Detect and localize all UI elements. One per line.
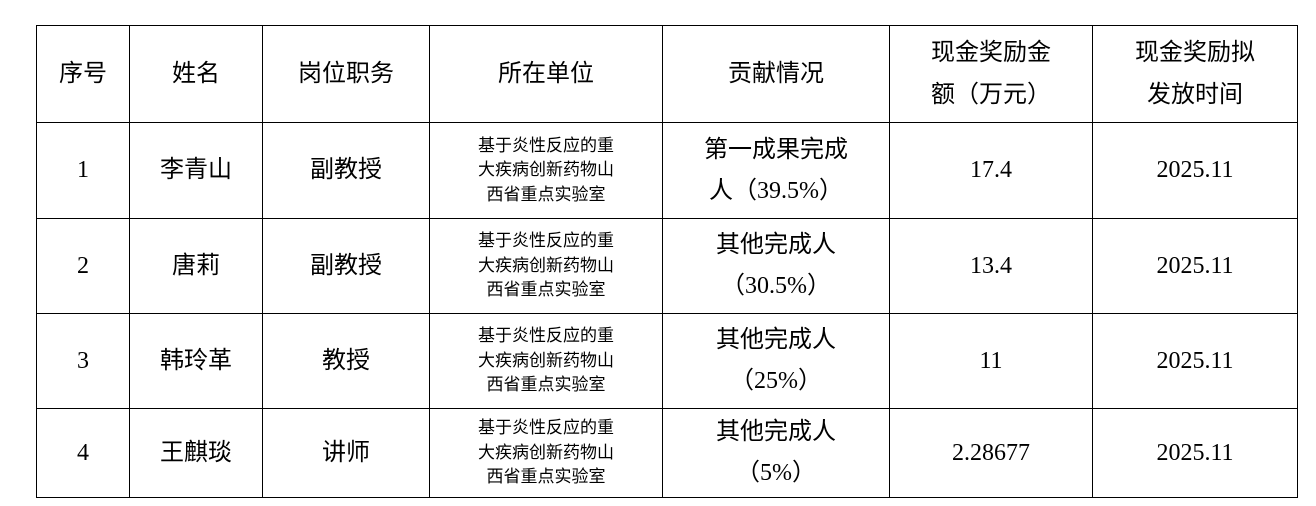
cell-unit: 基于炎性反应的重 大疾病创新药物山 西省重点实验室 [429,408,663,498]
header-cell-amount: 现金奖励金 额（万元） [889,25,1093,123]
cell-amount: 11 [889,313,1093,409]
unit-line: 基于炎性反应的重 [478,231,614,251]
header-label-amount-line1: 现金奖励金 [931,40,1051,66]
unit-line: 大疾病创新药物山 [478,255,614,275]
cell-position: 副教授 [262,218,430,314]
cell-name: 李青山 [129,122,263,219]
contribution-line: 其他完成人 [716,327,836,354]
cell-time: 2025.11 [1092,313,1298,409]
cell-position: 讲师 [262,408,430,498]
table-header-row: 序号 姓名 岗位职务 所在单位 贡献情况 现金奖励金 额（万元） [36,25,1298,123]
table-row: 4 王麒琰 讲师 基于炎性反应的重 大疾病创新药物山 西省重点实验室 其他完成人… [36,408,1298,498]
header-label-amount-line2: 额（万元） [931,82,1051,108]
header-label-unit: 所在单位 [498,61,594,87]
header-cell-position: 岗位职务 [262,25,430,123]
cell-time: 2025.11 [1092,122,1298,219]
cell-time: 2025.11 [1092,408,1298,498]
unit-line: 基于炎性反应的重 [478,418,614,438]
cell-time: 2025.11 [1092,218,1298,314]
cell-amount: 17.4 [889,122,1093,219]
contribution-line: 人（39.5%） [709,177,843,204]
cell-name: 韩玲革 [129,313,263,409]
table-row: 3 韩玲革 教授 基于炎性反应的重 大疾病创新药物山 西省重点实验室 其他完成人… [36,313,1298,409]
cell-amount: 2.28677 [889,408,1093,498]
unit-line: 基于炎性反应的重 [478,135,614,155]
cell-position: 副教授 [262,122,430,219]
unit-line: 大疾病创新药物山 [478,350,614,370]
unit-line: 西省重点实验室 [486,375,606,395]
cell-name: 唐莉 [129,218,263,314]
cell-no: 1 [36,122,130,219]
cell-contribution: 其他完成人 （25%） [662,313,890,409]
cell-contribution: 其他完成人 （5%） [662,408,890,498]
header-label-time-line2: 发放时间 [1147,82,1243,108]
header-cell-name: 姓名 [129,25,263,123]
cell-no: 2 [36,218,130,314]
cell-position: 教授 [262,313,430,409]
header-cell-no: 序号 [36,25,130,123]
cell-no: 4 [36,408,130,498]
header-label-time-line1: 现金奖励拟 [1135,40,1255,66]
header-cell-time: 现金奖励拟 发放时间 [1092,25,1298,123]
unit-line: 大疾病创新药物山 [478,160,614,180]
header-cell-contribution: 贡献情况 [662,25,890,123]
unit-line: 西省重点实验室 [486,280,606,300]
unit-line: 大疾病创新药物山 [478,442,614,462]
header-cell-unit: 所在单位 [429,25,663,123]
cell-amount: 13.4 [889,218,1093,314]
contribution-line: 第一成果完成 [704,136,848,163]
contribution-line: （30.5%） [721,273,831,299]
cell-contribution: 其他完成人 （30.5%） [662,218,890,314]
header-label-position: 岗位职务 [298,61,394,87]
header-label-name: 姓名 [172,61,220,87]
unit-line: 基于炎性反应的重 [478,326,614,346]
cell-name: 王麒琰 [129,408,263,498]
cell-no: 3 [36,313,130,409]
cell-unit: 基于炎性反应的重 大疾病创新药物山 西省重点实验室 [429,218,663,314]
contribution-line: 其他完成人 [716,419,836,446]
contribution-line: 其他完成人 [716,232,836,259]
unit-line: 西省重点实验室 [486,184,606,204]
cell-unit: 基于炎性反应的重 大疾病创新药物山 西省重点实验室 [429,122,663,219]
cell-contribution: 第一成果完成 人（39.5%） [662,122,890,219]
header-label-contribution: 贡献情况 [728,61,824,87]
table-row: 1 李青山 副教授 基于炎性反应的重 大疾病创新药物山 西省重点实验室 第一成果… [36,122,1298,219]
contribution-line: （5%） [736,460,816,486]
unit-line: 西省重点实验室 [486,467,606,487]
contribution-line: （25%） [730,368,822,394]
table-row: 2 唐莉 副教授 基于炎性反应的重 大疾病创新药物山 西省重点实验室 其他完成人… [36,218,1298,314]
reward-table: 序号 姓名 岗位职务 所在单位 贡献情况 现金奖励金 额（万元） [36,25,1298,498]
cell-unit: 基于炎性反应的重 大疾病创新药物山 西省重点实验室 [429,313,663,409]
header-label-no: 序号 [59,61,107,87]
